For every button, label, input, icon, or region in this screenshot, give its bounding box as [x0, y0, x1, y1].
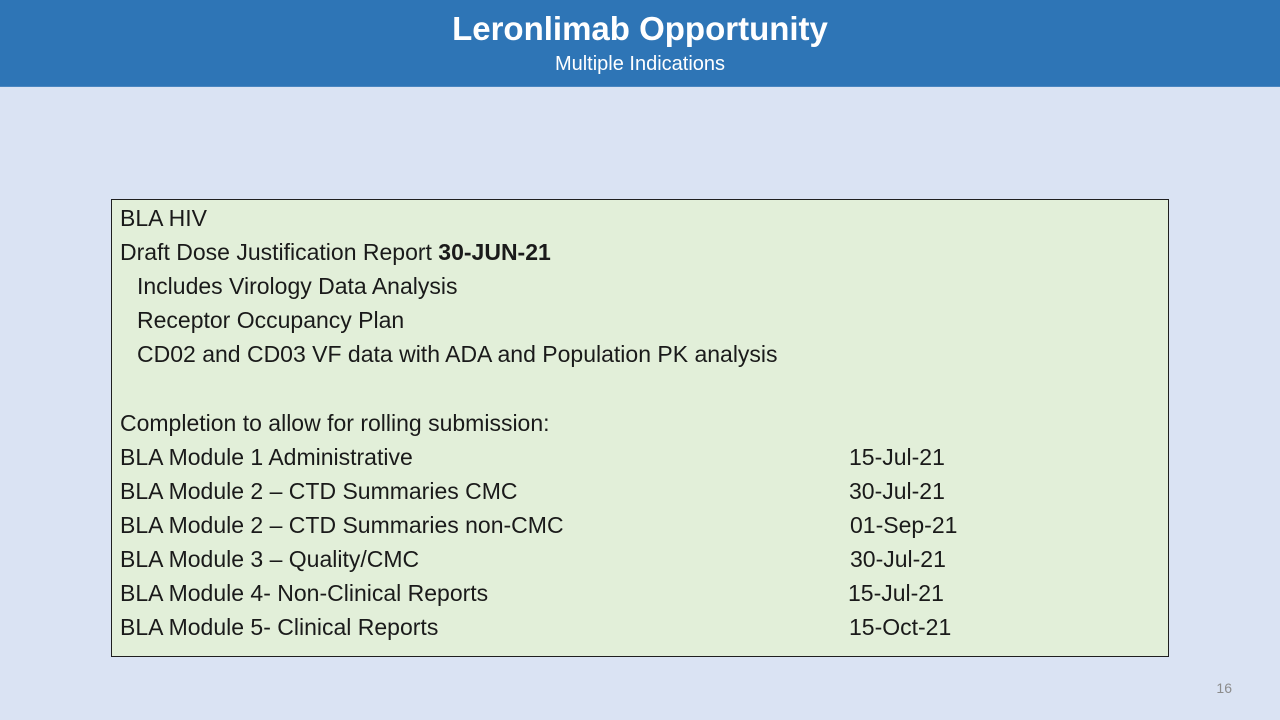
- module-label: BLA Module 4- Non-Clinical Reports: [120, 580, 489, 606]
- module-label: BLA Module 2 – CTD Summaries non-CMC: [120, 512, 564, 538]
- page-number: 16: [1216, 680, 1232, 696]
- module-date: 15-Jul-21: [849, 444, 945, 470]
- bla-heading: BLA HIV: [120, 205, 207, 231]
- bla-timeline-box: BLA HIV Draft Dose Justification Report …: [111, 199, 1169, 657]
- slide-header: Leronlimab Opportunity Multiple Indicati…: [0, 0, 1280, 87]
- module-label: BLA Module 2 – CTD Summaries CMC: [120, 478, 518, 504]
- completion-label: Completion to allow for rolling submissi…: [120, 410, 550, 436]
- module-label: BLA Module 5- Clinical Reports: [120, 614, 439, 640]
- module-date: 15-Jul-21: [848, 580, 944, 606]
- sub-item-virology: Includes Virology Data Analysis: [137, 273, 458, 299]
- sub-item-vf-data: CD02 and CD03 VF data with ADA and Popul…: [137, 341, 778, 367]
- module-date: 15-Oct-21: [849, 614, 952, 640]
- module-label: BLA Module 1 Administrative: [120, 444, 413, 470]
- draft-report-date: 30-JUN-21: [438, 239, 551, 265]
- module-label: BLA Module 3 – Quality/CMC: [120, 546, 420, 572]
- module-date: 01-Sep-21: [850, 512, 958, 538]
- module-date: 30-Jul-21: [850, 546, 946, 572]
- sub-item-receptor: Receptor Occupancy Plan: [137, 307, 405, 333]
- slide-title: Leronlimab Opportunity: [452, 10, 828, 47]
- draft-report-label: Draft Dose Justification Report: [120, 239, 439, 265]
- slide-subtitle: Multiple Indications: [554, 53, 726, 75]
- draft-report-line: Draft Dose Justification Report 30-JUN-2…: [120, 237, 551, 267]
- module-date: 30-Jul-21: [849, 478, 945, 504]
